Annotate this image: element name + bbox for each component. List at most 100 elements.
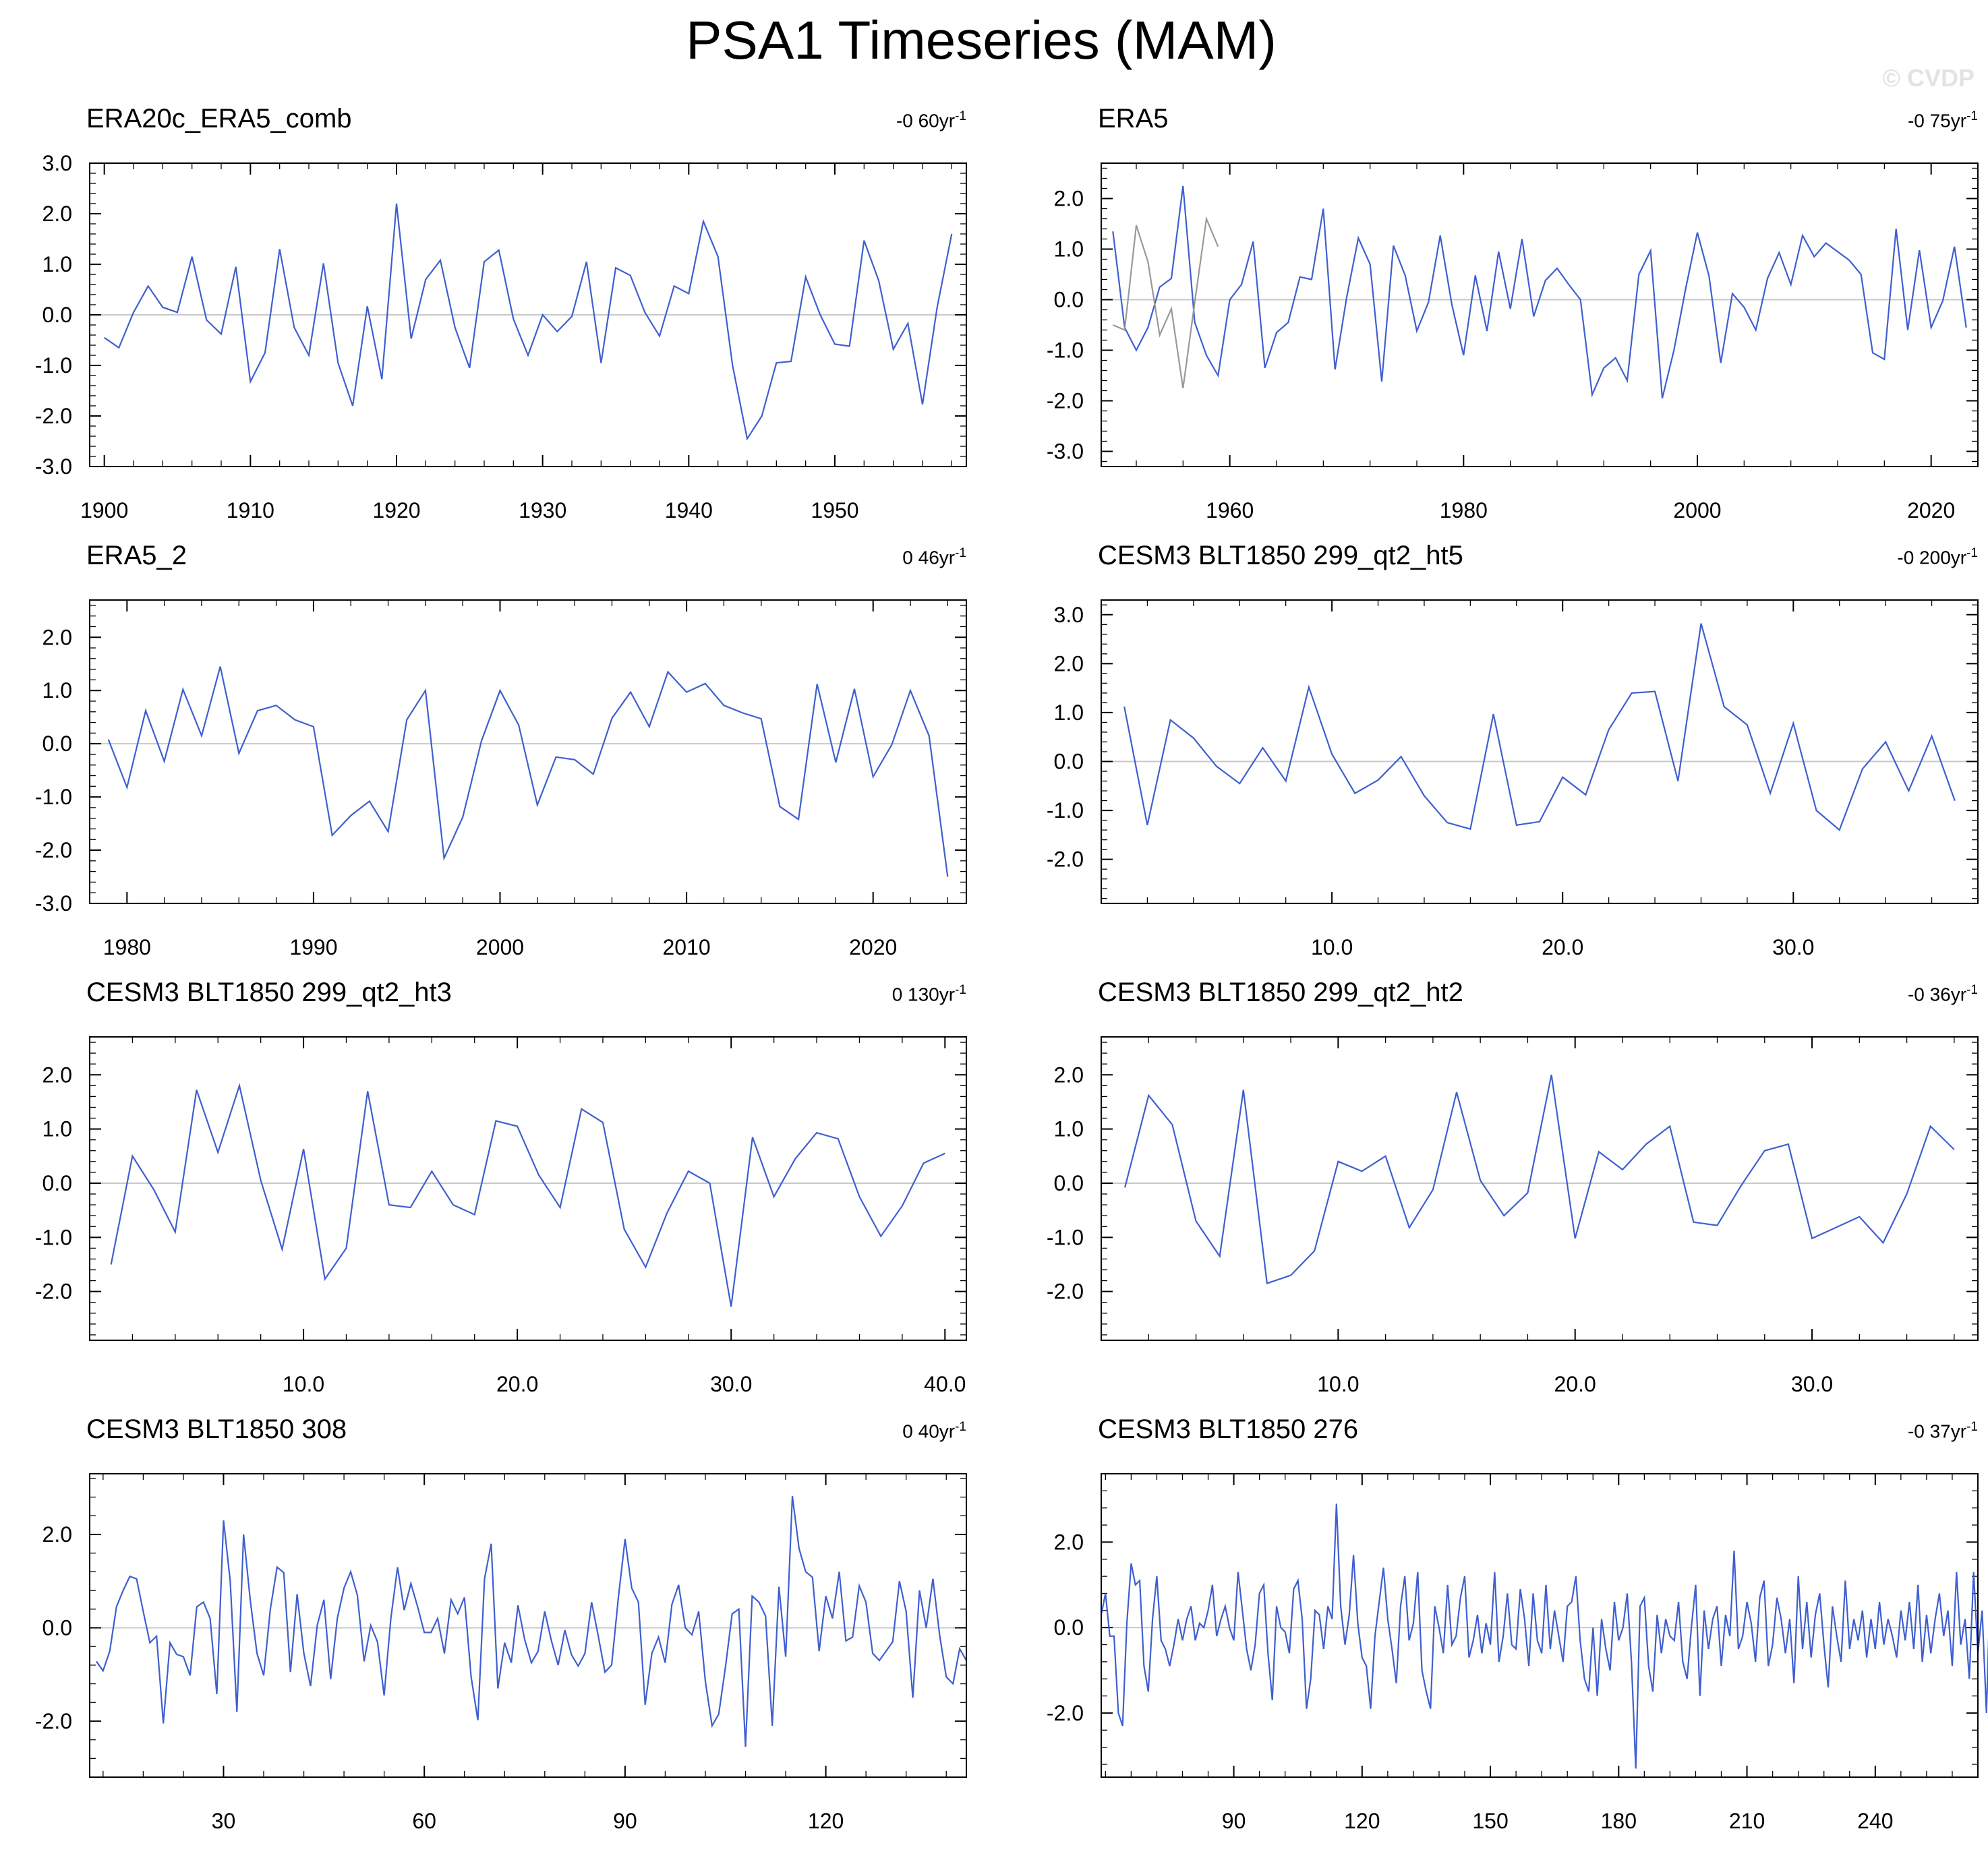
y-tick-label: 0.0 — [42, 731, 72, 756]
x-tick-label: 1910 — [227, 498, 274, 522]
x-tick-label: 120 — [808, 1809, 844, 1833]
panel-title: CESM3 BLT1850 308 — [86, 1414, 347, 1444]
trend-exponent: -1 — [1966, 983, 1978, 997]
y-tick-label: 1.0 — [42, 252, 72, 276]
y-tick-label: 0.0 — [42, 1171, 72, 1195]
y-tick-label: -1.0 — [35, 353, 72, 378]
trend-exponent: -1 — [1966, 546, 1978, 560]
panel-title: CESM3 BLT1850 299_qt2_ht5 — [1098, 541, 1463, 570]
trend-exponent: -1 — [955, 109, 966, 123]
x-tick-label: 1920 — [372, 498, 420, 522]
x-tick-label: 2020 — [849, 935, 897, 959]
x-tick-label: 2020 — [1907, 498, 1955, 522]
trend-exponent: -1 — [955, 983, 966, 997]
timeseries-chart: -3.0 -2.0 -1.0 0.0 1.0 2.0 3.0 1900 1910 1920 1930… — [35, 151, 967, 522]
x-tick-label: 30.0 — [1791, 1372, 1833, 1396]
x-tick-label: 20.0 — [496, 1372, 538, 1396]
plot-frame — [89, 1473, 967, 1778]
x-tick-label: 2000 — [1673, 498, 1721, 522]
trend-value: 0 130yr — [891, 984, 956, 1005]
series-line — [1124, 1074, 1955, 1285]
y-tick-label: -1.0 — [35, 785, 72, 809]
x-tick-label: 10.0 — [1311, 935, 1353, 959]
plot-frame — [1101, 1036, 1979, 1341]
trend-exponent: -1 — [955, 1420, 966, 1434]
y-tick-label: -2.0 — [1047, 847, 1084, 872]
x-tick-label: 240 — [1857, 1809, 1893, 1833]
y-tick-label: -2.0 — [35, 838, 72, 862]
chart-panel: CESM3 BLT1850 308 0 40yr-1 -2.0 0.0 2.0 30 60 9… — [20, 1412, 991, 1843]
y-tick-label: 1.0 — [1054, 237, 1084, 262]
y-tick-label: 3.0 — [1054, 603, 1084, 627]
panel-title: ERA20c_ERA5_comb — [86, 104, 352, 133]
main-title: PSA1 Timeseries (MAM) — [686, 10, 1277, 70]
x-tick-label: 90 — [613, 1809, 637, 1833]
y-tick-label: 0.0 — [42, 303, 72, 327]
y-tick-label: 2.0 — [42, 202, 72, 226]
chart-panel: CESM3 BLT1850 299_qt2_ht5 -0 200yr-1 -2.0-… — [1032, 538, 1988, 969]
y-tick-label: -3.0 — [35, 454, 72, 479]
y-tick-label: 2.0 — [1054, 187, 1084, 211]
y-tick-label: 2.0 — [1054, 1063, 1084, 1087]
x-tick-label: 1900 — [80, 498, 128, 522]
x-tick-label: 40.0 — [924, 1372, 966, 1396]
y-tick-label: -1.0 — [1047, 1225, 1084, 1249]
series-line — [1112, 185, 1967, 399]
series-line — [1123, 623, 1956, 831]
x-tick-label: 1930 — [519, 498, 566, 522]
y-tick-label: 1.0 — [1054, 700, 1084, 725]
plot-frame — [1101, 1473, 1979, 1778]
timeseries-chart: -2.0 -1.0 0.0 1.0 2.0 3.0 10.0 20.0 30.0 — [1047, 599, 1979, 959]
trend-label: 0 130yr-1 — [892, 983, 966, 1005]
cvdp-watermark: © CVDP — [1882, 64, 1975, 92]
trend-exponent: -1 — [955, 546, 966, 560]
chart-panel: ERA5_2 0 46yr-1 -3.0 -2.0 -1.0 0.0 1.0 2.0 1980 1… — [20, 538, 991, 969]
trend-value: -0 36yr — [1907, 984, 1967, 1005]
timeseries-chart: -2.0 -1.0 0.0 1.0 2.0 10.0 20.0 30.0 40.0 — [35, 1036, 967, 1396]
y-tick-label: -2.0 — [35, 1280, 72, 1304]
timeseries-chart: -2.0 0.0 2.0 30 60 90 120 — [35, 1473, 967, 1833]
panel-title: ERA5 — [1098, 104, 1169, 133]
y-tick-label: 2.0 — [1054, 1530, 1084, 1554]
timeseries-chart: -2.0 -1.0 0.0 1.0 2.0 10.0 20.0 30.0 — [1047, 1036, 1979, 1396]
plot-frame — [89, 1036, 967, 1341]
trend-label: -0 37yr-1 — [1908, 1420, 1978, 1442]
x-tick-label: 180 — [1601, 1809, 1637, 1833]
x-tick-label: 10.0 — [1317, 1372, 1359, 1396]
x-tick-label: 1980 — [103, 935, 151, 959]
y-tick-label: -2.0 — [35, 404, 72, 428]
chart-panel: CESM3 BLT1850 299_qt2_ht2 -0 36yr-1 -2.0 -1… — [1032, 975, 1988, 1406]
series-line — [107, 666, 949, 877]
y-tick-label: 1.0 — [1054, 1117, 1084, 1141]
y-tick-label: -3.0 — [35, 891, 72, 916]
x-tick-label: 210 — [1729, 1809, 1765, 1833]
y-tick-label: 2.0 — [42, 625, 72, 649]
x-tick-label: 2010 — [663, 935, 711, 959]
series-line — [96, 1496, 967, 1747]
x-tick-label: 1940 — [665, 498, 713, 522]
y-tick-label: -2.0 — [35, 1709, 72, 1733]
trend-value: -0 75yr — [1907, 110, 1967, 131]
plot-frame — [1101, 162, 1979, 467]
x-tick-label: 60 — [412, 1809, 436, 1833]
trend-value: -0 37yr — [1907, 1421, 1967, 1442]
x-tick-label: 10.0 — [283, 1372, 324, 1396]
plot-frame — [89, 162, 967, 467]
x-tick-label: 120 — [1344, 1809, 1380, 1833]
y-tick-label: 1.0 — [42, 1117, 72, 1141]
chart-panel: ERA20c_ERA5_comb -0 60yr-1 -3.0 -2.0 -1.0 0.0… — [20, 101, 991, 533]
trend-value: -0 60yr — [896, 110, 956, 131]
y-tick-label: 0.0 — [1054, 750, 1084, 774]
chart-panel: CESM3 BLT1850 276 -0 37yr-1 -2.0 0.0 2.0 90 12… — [1032, 1412, 1988, 1843]
trend-label: 0 40yr-1 — [902, 1420, 966, 1442]
x-tick-label: 150 — [1472, 1809, 1508, 1833]
trend-label: -0 60yr-1 — [896, 109, 966, 131]
y-tick-label: 2.0 — [42, 1522, 72, 1547]
y-tick-label: 0.0 — [42, 1615, 72, 1640]
x-tick-label: 30 — [212, 1809, 236, 1833]
y-tick-label: -2.0 — [1047, 389, 1084, 413]
series-line — [110, 1083, 945, 1307]
panel-title: ERA5_2 — [86, 541, 187, 570]
trend-exponent: -1 — [1966, 1420, 1978, 1434]
y-tick-label: -1.0 — [1047, 338, 1084, 363]
